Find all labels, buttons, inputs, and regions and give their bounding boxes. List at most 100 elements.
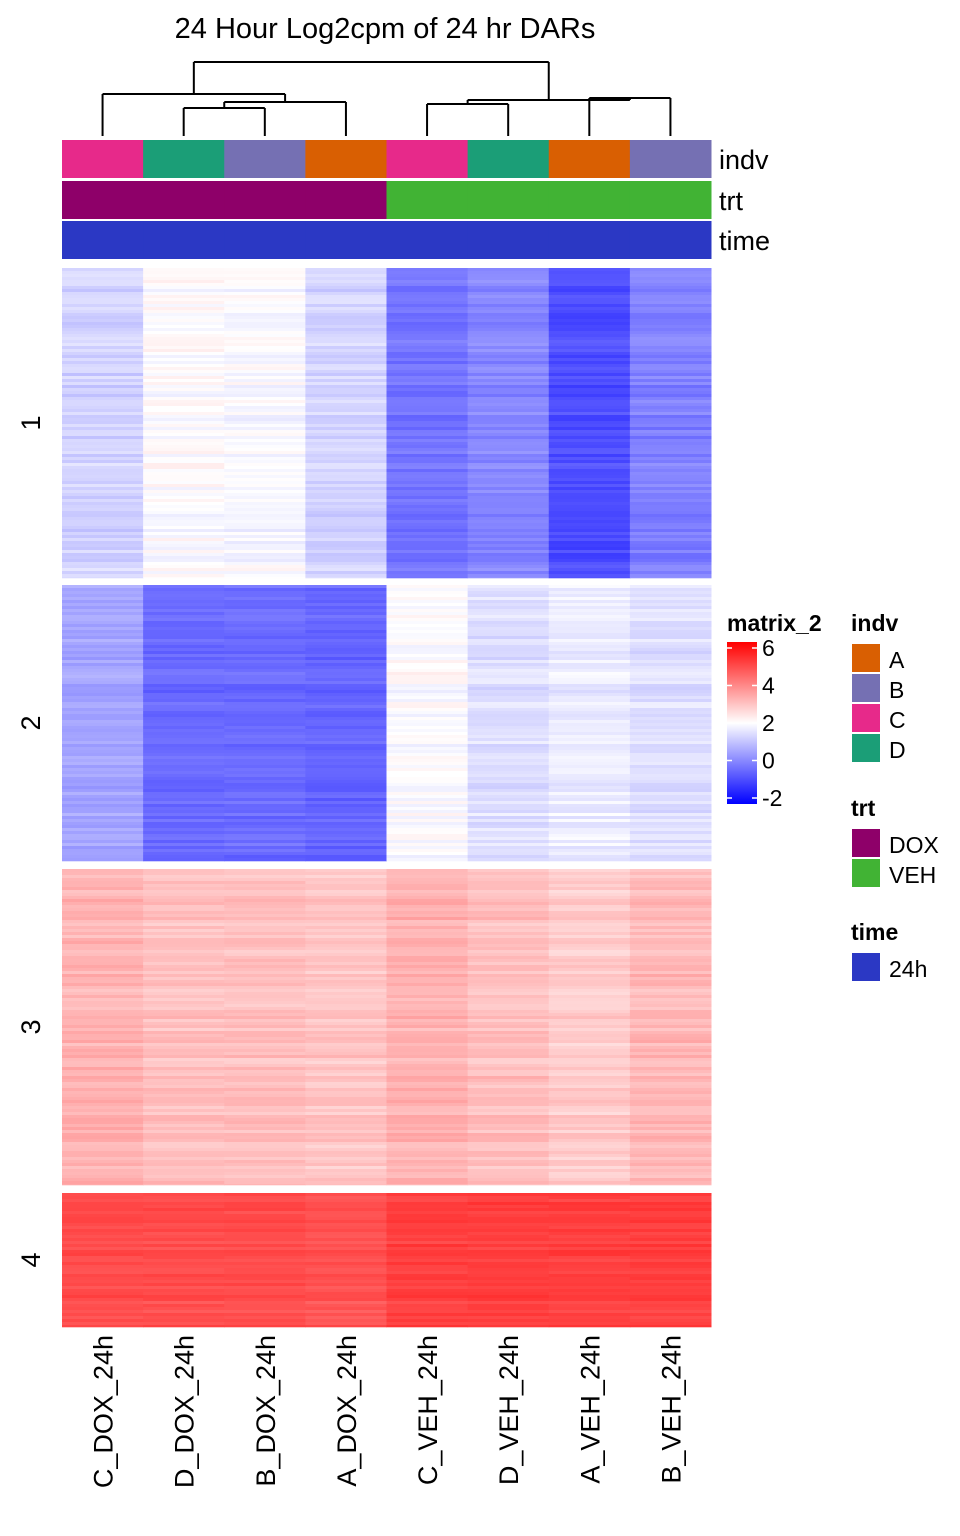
heatmap-cell [629, 367, 712, 371]
heatmap-cell [62, 403, 144, 407]
heatmap-cell [305, 947, 387, 951]
heatmap-cell [143, 304, 225, 308]
heatmap-cell [224, 717, 306, 721]
heatmap-cell [548, 424, 631, 428]
heatmap-cell [467, 355, 550, 359]
heatmap-cell [548, 762, 631, 766]
heatmap-cell [224, 708, 306, 712]
heatmap-cell [305, 391, 387, 395]
heatmap-cell [305, 1136, 387, 1140]
heatmap-cell [548, 1271, 631, 1275]
heatmap-cell [62, 433, 144, 437]
heatmap-cell [629, 753, 712, 757]
heatmap-cell [629, 929, 712, 933]
heatmap-cell [305, 648, 387, 652]
heatmap-cell [467, 490, 550, 494]
heatmap-cell [386, 418, 469, 422]
heatmap-cell [467, 1133, 550, 1137]
heatmap-cell [143, 983, 225, 987]
heatmap-cell [629, 1055, 712, 1059]
heatmap-cell [386, 687, 469, 691]
heatmap-cell [305, 388, 387, 392]
heatmap-cell [62, 352, 144, 356]
heatmap-cell [224, 376, 306, 380]
heatmap-cell [224, 424, 306, 428]
heatmap-cell [305, 953, 387, 957]
heatmap-cell [305, 735, 387, 739]
heatmap-cell [548, 959, 631, 963]
heatmap-cell [305, 343, 387, 347]
heatmap-cell [305, 538, 387, 542]
heatmap-cell [224, 508, 306, 512]
heatmap-cell [467, 376, 550, 380]
heatmap-cell [548, 624, 631, 628]
heatmap-cell [548, 831, 631, 835]
heatmap-cell [386, 298, 469, 302]
heatmap-cell [305, 316, 387, 320]
heatmap-cell [467, 747, 550, 751]
heatmap-cell [62, 801, 144, 805]
heatmap-cell [62, 553, 144, 557]
heatmap-cell [548, 807, 631, 811]
heatmap-cell [224, 448, 306, 452]
heatmap-cell [548, 720, 631, 724]
heatmap-cell [305, 1079, 387, 1083]
heatmap-cell [143, 1085, 225, 1089]
heatmap-cell [467, 1097, 550, 1101]
heatmap-cell [143, 1319, 225, 1323]
heatmap-cell [467, 929, 550, 933]
heatmap-cell [62, 1298, 144, 1302]
heatmap-cell [143, 600, 225, 604]
heatmap-cell [305, 1139, 387, 1143]
heatmap-cell [143, 615, 225, 619]
heatmap-cell [224, 693, 306, 697]
heatmap-cell [62, 1166, 144, 1170]
heatmap-cell [548, 1280, 631, 1284]
heatmap-cell [629, 1262, 712, 1266]
heatmap-cell [305, 439, 387, 443]
heatmap-cell [386, 807, 469, 811]
heatmap-cell [224, 852, 306, 856]
heatmap-cell [629, 768, 712, 772]
heatmap-cell [548, 974, 631, 978]
heatmap-cell [224, 1199, 306, 1203]
heatmap-cell [548, 439, 631, 443]
heatmap-cell [386, 1262, 469, 1266]
heatmap-cell [629, 881, 712, 885]
heatmap-cell [386, 756, 469, 760]
heatmap-cell [467, 762, 550, 766]
heatmap-cell [143, 1058, 225, 1062]
heatmap-cell [305, 1235, 387, 1239]
heatmap-cell [467, 1313, 550, 1317]
heatmap-cell [386, 1067, 469, 1071]
heatmap-cell [224, 514, 306, 518]
heatmap-cell [467, 1127, 550, 1131]
heatmap-cell [548, 588, 631, 592]
heatmap-cell [305, 1085, 387, 1089]
annotation-cell-trt [548, 181, 631, 219]
annotation-cell-indv [143, 140, 225, 178]
heatmap-cell [224, 361, 306, 365]
heatmap-cell [143, 1016, 225, 1020]
heatmap-cell [386, 663, 469, 667]
heatmap-cell [386, 1058, 469, 1062]
heatmap-cell [629, 475, 712, 479]
heatmap-cell [629, 1142, 712, 1146]
heatmap-cell [224, 1148, 306, 1152]
heatmap-cell [305, 807, 387, 811]
heatmap-cell [305, 1004, 387, 1008]
heatmap-cell [467, 774, 550, 778]
heatmap-cell [386, 1124, 469, 1128]
heatmap-cell [305, 639, 387, 643]
heatmap-cell [467, 822, 550, 826]
heatmap-cell [467, 349, 550, 353]
heatmap-cell [467, 445, 550, 449]
heatmap-cell [305, 597, 387, 601]
heatmap-cell [305, 493, 387, 497]
heatmap-cell [224, 1061, 306, 1065]
heatmap-cell [467, 1211, 550, 1215]
heatmap-cell [548, 484, 631, 488]
heatmap-cell [143, 744, 225, 748]
heatmap-cell [305, 998, 387, 1002]
heatmap-cell [629, 600, 712, 604]
